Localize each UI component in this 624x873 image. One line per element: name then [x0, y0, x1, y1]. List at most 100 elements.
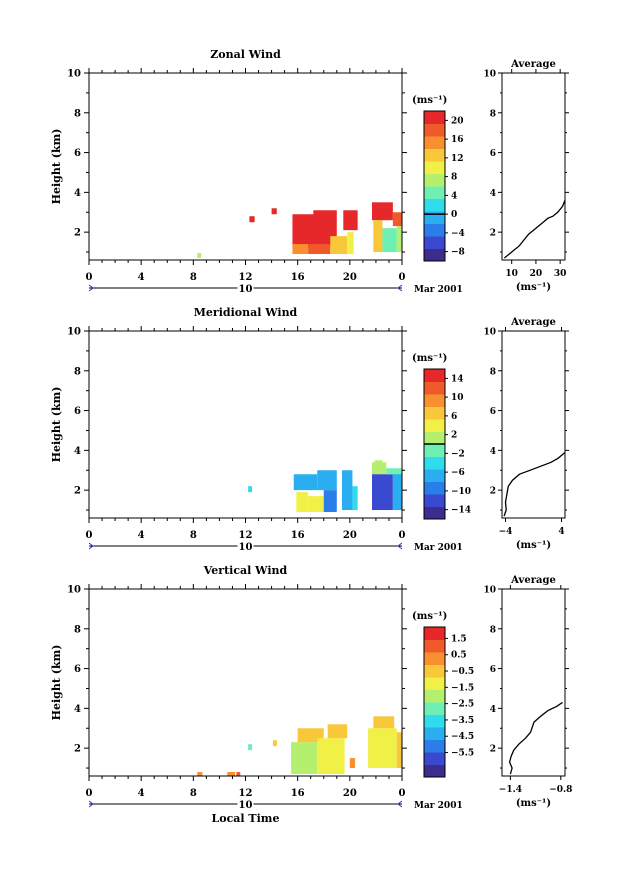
colorbar-segment: [424, 406, 445, 420]
average-x-tick-label: −1.4: [499, 785, 522, 795]
data-cell: [392, 212, 402, 227]
colorbar-tick-label: 14: [451, 374, 464, 384]
data-cell: [372, 474, 393, 511]
colorbar-segment: [424, 664, 445, 678]
colorbar-segment: [424, 469, 445, 482]
average-y-tick-label: 6: [490, 149, 496, 159]
x-tick-label: 20: [343, 530, 357, 541]
colorbar-tick-label: 0: [451, 210, 457, 220]
x-tick-label: 0: [399, 788, 406, 799]
data-cell: [349, 758, 356, 769]
y-tick-label: 2: [74, 744, 81, 755]
colorbar-segment: [424, 506, 445, 520]
colorbar-segment: [424, 431, 445, 445]
y-tick-label: 6: [74, 148, 81, 159]
colorbar-segment: [424, 198, 445, 212]
day-label-bg: [237, 282, 254, 294]
data-cell: [323, 490, 337, 513]
colorbar-tick-label: 6: [451, 412, 457, 422]
data-cell: [374, 460, 383, 471]
average-y-tick-label: 2: [490, 487, 496, 497]
colorbar-tick-label: 1.5: [451, 634, 467, 644]
average-title: Average: [510, 317, 556, 328]
x-tick-label: 0: [399, 530, 406, 541]
day-line-end-marker: [397, 284, 403, 292]
colorbar-segment: [424, 677, 445, 690]
day-line-start-marker: [88, 800, 94, 808]
x-tick-label: 0: [399, 272, 406, 283]
data-cell: [227, 772, 236, 776]
colorbar-segment: [424, 111, 445, 124]
data-cell: [382, 228, 397, 253]
data-cell: [271, 208, 277, 215]
colorbar-segment: [424, 136, 445, 149]
x-tick-label: 8: [190, 272, 197, 283]
day-line-start-marker: [88, 542, 94, 550]
average-y-tick-label: 6: [490, 407, 496, 417]
day-label-bg: [237, 540, 254, 552]
y-tick-label: 6: [74, 664, 81, 675]
data-cell: [317, 470, 337, 491]
colorbar-segment: [424, 236, 445, 249]
y-tick-label: 4: [74, 704, 81, 715]
data-cell: [343, 210, 358, 231]
y-tick-label: 8: [74, 624, 81, 635]
colorbar-tick-label: −2.5: [451, 700, 474, 710]
colorbar-segment: [424, 444, 445, 457]
average-frame: [501, 72, 566, 261]
y-tick-label: 10: [67, 585, 81, 596]
x-tick-label: 8: [190, 530, 197, 541]
data-cell: [368, 728, 397, 769]
colorbar-segment: [424, 211, 445, 224]
data-cell: [396, 732, 402, 769]
colorbar-segment: [424, 173, 445, 187]
data-cell: [197, 253, 202, 259]
colorbar-tick-label: −14: [451, 506, 471, 516]
average-y-tick-label: 10: [483, 328, 496, 338]
day-label: 10: [239, 284, 253, 295]
data-cell: [296, 492, 309, 513]
data-cell: [373, 220, 383, 253]
colorbar-tick-label: −5.5: [451, 749, 474, 759]
average-x-tick-label: 10: [505, 269, 518, 279]
x-tick-label: 0: [86, 272, 93, 283]
data-cell: [392, 470, 402, 511]
average-x-tick-label: 20: [530, 269, 543, 279]
data-cell: [347, 232, 354, 255]
y-axis-title: Height (km): [50, 129, 63, 205]
colorbar-tick-label: 12: [451, 154, 464, 164]
y-axis-title: Height (km): [50, 645, 63, 721]
panel-2: Meridional Wind 2 4 6 8 10 Height (km) 0 4 8 12 16 2…: [50, 306, 569, 553]
data-cell: [330, 236, 348, 255]
data-cell: [292, 244, 309, 255]
colorbar-tick-label: 0.5: [451, 651, 467, 661]
x-tick-label: 0: [86, 788, 93, 799]
colorbar-segment: [424, 186, 445, 199]
average-y-tick-label: 8: [490, 625, 496, 635]
average-unit: (ms⁻¹): [516, 282, 551, 293]
day-line-end-marker: [397, 542, 403, 550]
colorbar-tick-label: 2: [451, 431, 457, 441]
data-cell: [352, 486, 358, 511]
colorbar-segment: [424, 419, 445, 432]
y-tick-label: 8: [74, 108, 81, 119]
average-title: Average: [510, 575, 556, 586]
panel-title: Zonal Wind: [210, 48, 281, 61]
average-profile-line: [503, 200, 566, 259]
x-tick-label: 8: [190, 788, 197, 799]
x-tick-label: 12: [239, 530, 253, 541]
x-tick-label: 4: [138, 530, 145, 541]
data-cell: [248, 486, 253, 493]
colorbar-segment: [424, 494, 445, 507]
data-cell: [373, 716, 395, 729]
date-label: Mar 2001: [414, 543, 463, 553]
colorbar-segment: [424, 752, 445, 765]
colorbar-segment: [424, 764, 445, 778]
average-x-tick-label: 4: [558, 527, 564, 537]
average-frame: [501, 588, 566, 777]
plot-frame: [88, 72, 403, 261]
x-tick-label: 16: [291, 272, 305, 283]
data-cell: [396, 226, 402, 253]
